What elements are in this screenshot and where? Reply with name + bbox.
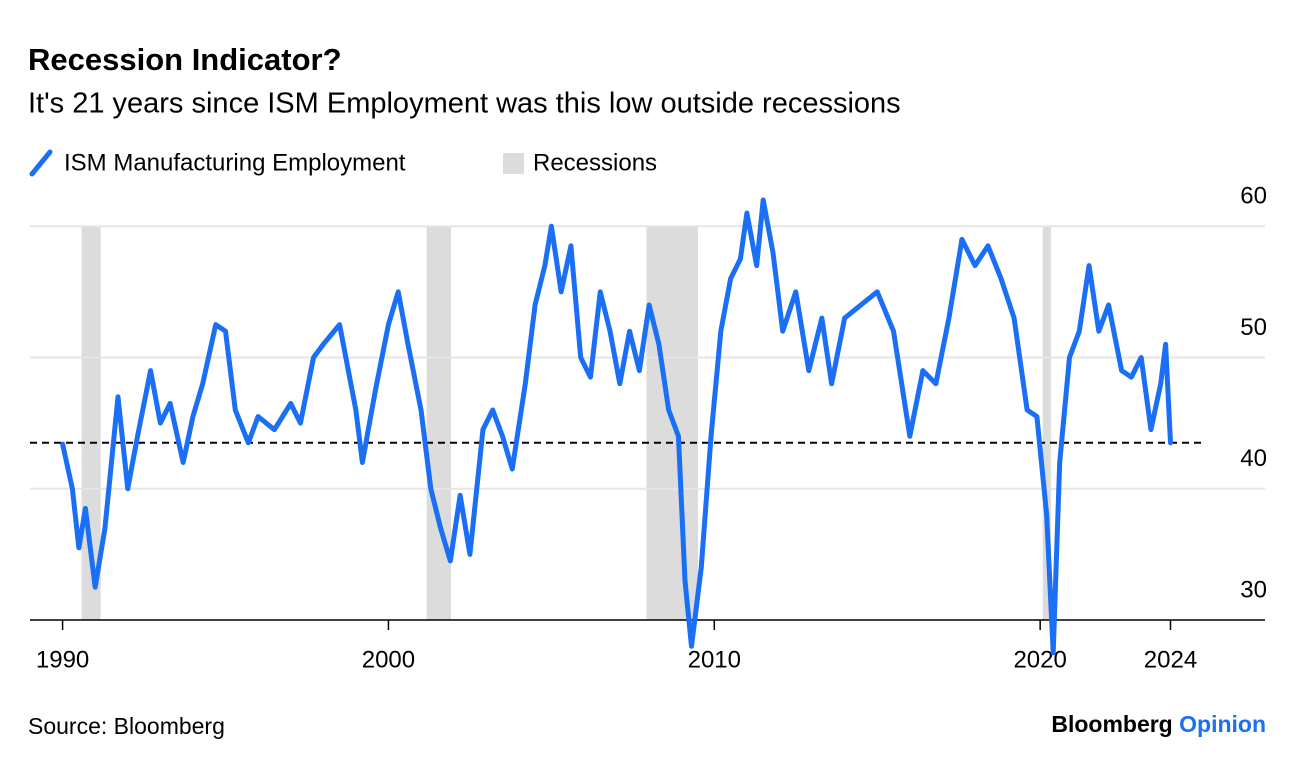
- recession-band: [1042, 226, 1051, 620]
- y-tick-label: 50: [1240, 314, 1267, 341]
- legend-recession-icon: [503, 153, 524, 174]
- y-tick-label: 30: [1240, 576, 1267, 603]
- brand-product: Opinion: [1179, 711, 1266, 737]
- y-tick-label: 60: [1240, 183, 1267, 210]
- x-tick-label: 2020: [1013, 646, 1066, 673]
- brand-name: Bloomberg: [1051, 711, 1172, 737]
- legend-label: ISM Manufacturing Employment: [64, 149, 406, 176]
- brand: Bloomberg Opinion: [1051, 711, 1266, 737]
- x-tick-label: 2010: [688, 646, 741, 673]
- x-tick-label: 2000: [362, 646, 415, 673]
- series-line: [60, 197, 1173, 656]
- plot-area: 30 40 50 60 1990 2000 2010 2020 2024: [30, 183, 1267, 673]
- y-tick-label: 40: [1240, 445, 1267, 472]
- source: Source: Bloomberg: [28, 713, 225, 739]
- recession-band: [426, 226, 452, 620]
- chart-title: Recession Indicator?: [28, 42, 342, 77]
- x-tick-label: 2024: [1144, 646, 1197, 673]
- legend-line-icon: [29, 149, 53, 177]
- legend: ISM Manufacturing Employment Recessions: [29, 149, 657, 177]
- x-tick-label: 1990: [36, 646, 89, 673]
- legend-label: Recessions: [533, 149, 657, 176]
- chart-subtitle: It's 21 years since ISM Employment was t…: [28, 88, 901, 120]
